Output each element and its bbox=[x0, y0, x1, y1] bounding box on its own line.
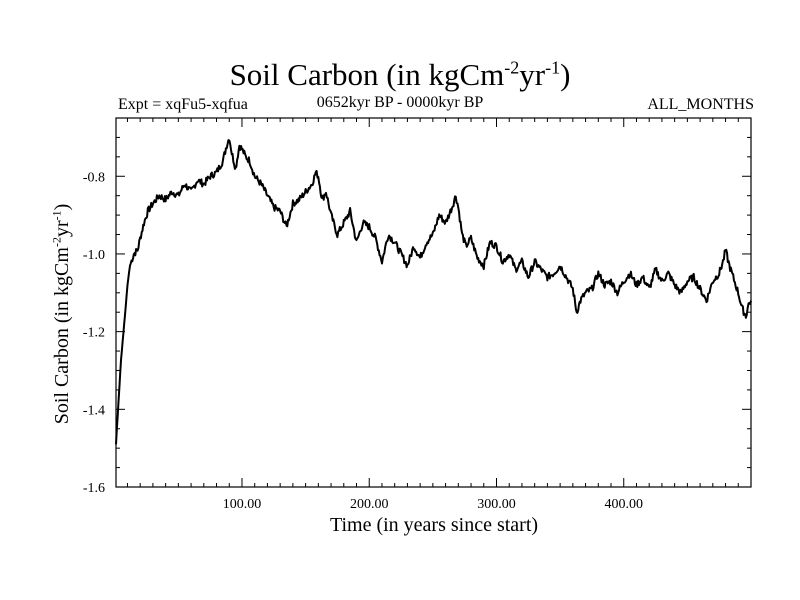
x-axis-label: Time (in years since start) bbox=[329, 514, 539, 536]
chart-title: Soil Carbon (in kgCm-2yr-1) bbox=[229, 57, 571, 92]
y-tick-label: -1.4 bbox=[83, 403, 105, 418]
data-line bbox=[115, 139, 752, 445]
time-range-label: 0652kyr BP - 0000kyr BP bbox=[316, 94, 484, 111]
experiment-label: Expt = xqFu5-xqfua bbox=[118, 96, 248, 113]
y-tick-label: -1.0 bbox=[83, 248, 105, 263]
x-tick-label: 300.00 bbox=[477, 497, 516, 512]
x-tick-label: 200.00 bbox=[350, 497, 389, 512]
y-axis-label: Soil Carbon (in kgCm-2yr-1) bbox=[49, 203, 73, 425]
months-label: ALL_MONTHS bbox=[647, 96, 754, 113]
x-axis: 100.00 200.00 300.00 400.00 bbox=[126, 118, 739, 512]
y-tick-label: -1.2 bbox=[83, 326, 105, 341]
y-axis: -1.6 -1.4 -1.2 -1.0 -0.8 bbox=[83, 117, 751, 496]
x-tick-label: 100.00 bbox=[223, 497, 262, 512]
y-tick-label: -1.6 bbox=[83, 481, 105, 496]
x-tick-label: 400.00 bbox=[604, 497, 643, 512]
y-tick-label: -0.8 bbox=[83, 170, 105, 185]
